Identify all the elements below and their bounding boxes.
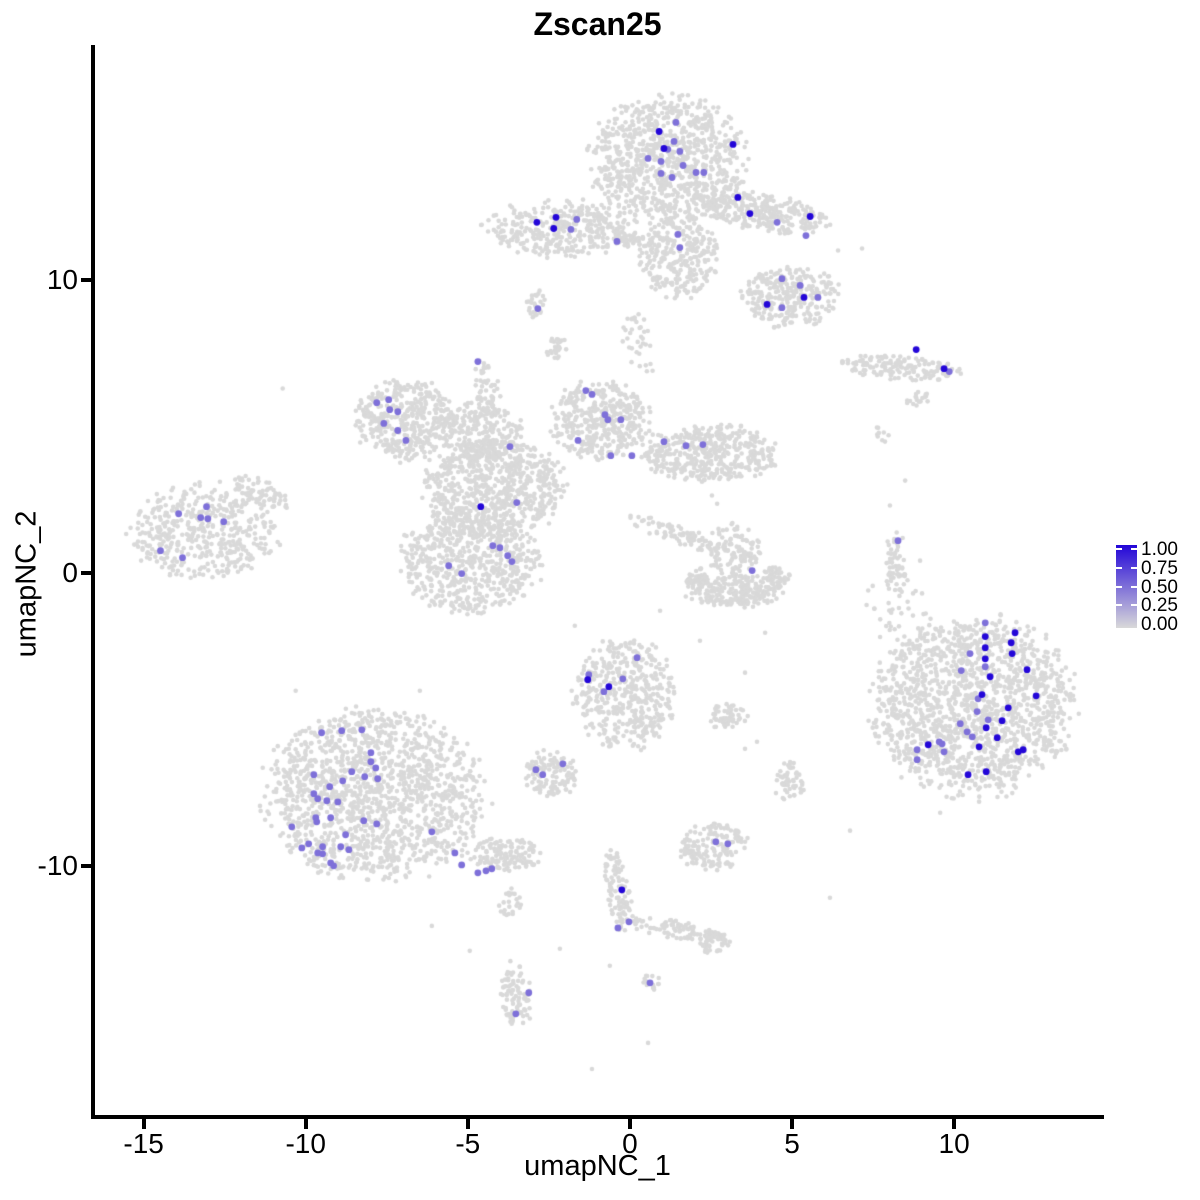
x-axis-title: umapNC_1 <box>524 1150 671 1182</box>
x-tick-label: -5 <box>455 1128 481 1159</box>
y-tick-label: -10 <box>37 849 78 881</box>
x-tick-mark <box>303 1119 308 1129</box>
y-tick-label: 10 <box>46 263 78 295</box>
colorbar-value-label: 0.25 <box>1141 595 1178 617</box>
colorbar-tick-mark <box>1131 604 1137 607</box>
y-tick-mark <box>81 863 91 868</box>
colorbar-tick-mark <box>1116 548 1122 550</box>
y-tick-label: 0 <box>62 556 78 588</box>
colorbar-tick-mark <box>1131 585 1137 588</box>
colorbar-tick-mark <box>1116 585 1122 588</box>
x-tick-mark <box>790 1119 795 1129</box>
x-tick-mark <box>952 1119 957 1129</box>
colorbar-gradient <box>1116 545 1137 628</box>
colorbar-tick-mark <box>1131 566 1137 569</box>
colorbar-tick-mark <box>1116 566 1122 569</box>
y-tick-mark <box>81 570 91 575</box>
x-tick-label: 10 <box>938 1128 970 1159</box>
colorbar-value-label: 0.75 <box>1141 557 1178 579</box>
x-tick-label: 5 <box>784 1128 800 1159</box>
x-tick-mark <box>141 1119 146 1129</box>
colorbar-tick-mark <box>1131 548 1137 550</box>
colorbar-value-label: 1.00 <box>1141 539 1178 560</box>
x-tick-label: 0 <box>622 1128 638 1159</box>
x-tick-label: -10 <box>285 1128 326 1159</box>
colorbar-tick-mark <box>1116 604 1122 607</box>
colorbar-value-label: 0.50 <box>1141 576 1178 598</box>
y-axis-title: umapNC_2 <box>10 510 43 658</box>
colorbar-value-label: 0.00 <box>1141 614 1178 635</box>
x-tick-mark <box>465 1119 470 1129</box>
y-tick-mark <box>81 277 91 282</box>
x-tick-label: -15 <box>123 1128 164 1159</box>
y-axis-line <box>91 45 95 1119</box>
x-tick-mark <box>627 1119 632 1129</box>
plot-title: Zscan25 <box>533 6 662 42</box>
x-axis-line <box>91 1115 1104 1119</box>
